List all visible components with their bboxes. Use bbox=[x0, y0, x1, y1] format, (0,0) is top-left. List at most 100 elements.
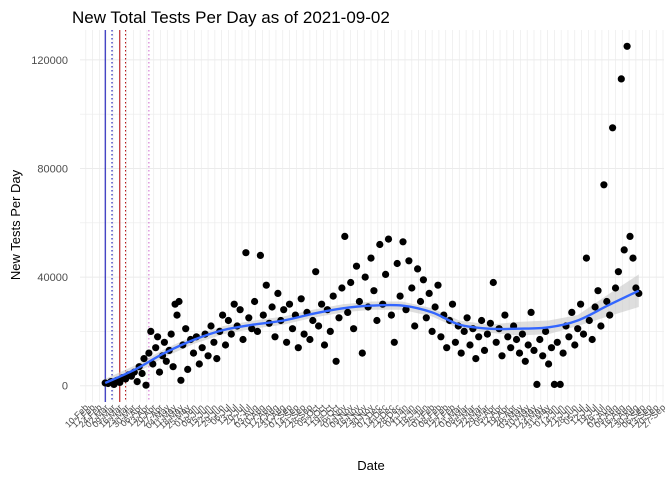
data-point bbox=[533, 380, 541, 388]
data-point bbox=[352, 262, 361, 270]
data-point bbox=[210, 338, 218, 346]
data-point bbox=[492, 338, 500, 346]
data-point bbox=[245, 314, 253, 322]
data-point bbox=[373, 316, 381, 325]
data-point bbox=[335, 314, 343, 322]
data-point bbox=[207, 322, 215, 330]
data-point bbox=[574, 325, 582, 333]
data-point bbox=[283, 338, 291, 346]
reference-lines bbox=[104, 30, 150, 402]
data-point bbox=[262, 281, 270, 289]
y-tick-label: 120000 bbox=[31, 55, 68, 67]
data-point bbox=[236, 306, 244, 314]
data-point bbox=[591, 303, 599, 311]
data-point bbox=[198, 344, 206, 352]
data-point bbox=[609, 124, 617, 132]
data-point bbox=[559, 349, 567, 357]
data-point bbox=[629, 254, 637, 262]
chart-title: New Total Tests Per Day as of 2021-09-02 bbox=[72, 8, 390, 27]
data-point bbox=[271, 333, 279, 341]
data-point bbox=[521, 357, 529, 365]
data-point bbox=[253, 327, 262, 335]
data-point bbox=[402, 306, 410, 314]
data-point bbox=[512, 335, 521, 344]
data-point bbox=[414, 265, 422, 273]
data-point bbox=[611, 284, 620, 292]
data-point bbox=[370, 287, 378, 295]
y-tick-label: 80000 bbox=[37, 164, 68, 176]
data-point bbox=[285, 300, 294, 308]
data-point bbox=[160, 338, 168, 346]
data-point bbox=[288, 325, 297, 333]
data-point bbox=[384, 235, 393, 243]
data-point bbox=[606, 311, 614, 319]
data-point bbox=[588, 335, 596, 344]
data-point bbox=[486, 319, 494, 327]
data-point bbox=[350, 325, 358, 333]
data-point bbox=[393, 259, 401, 268]
data-point bbox=[147, 327, 155, 335]
data-point bbox=[571, 341, 579, 349]
smooth-trend-line bbox=[104, 289, 640, 385]
data-point bbox=[579, 330, 588, 338]
data-point bbox=[175, 297, 183, 306]
data-point bbox=[177, 376, 185, 384]
data-point bbox=[524, 341, 532, 349]
data-point bbox=[457, 349, 465, 357]
data-point bbox=[568, 308, 576, 316]
data-point bbox=[475, 333, 483, 341]
data-point bbox=[169, 363, 177, 371]
data-point bbox=[422, 314, 430, 322]
data-point bbox=[527, 308, 535, 316]
data-point bbox=[501, 311, 509, 319]
data-point bbox=[594, 287, 602, 295]
data-point bbox=[355, 297, 363, 306]
data-point bbox=[204, 352, 212, 360]
data-point bbox=[542, 327, 550, 335]
data-point bbox=[396, 292, 404, 300]
confidence-band-area bbox=[105, 274, 639, 388]
data-point bbox=[387, 311, 395, 319]
data-point bbox=[460, 327, 468, 335]
data-point bbox=[632, 284, 640, 292]
data-point bbox=[382, 270, 390, 278]
data-point bbox=[280, 306, 288, 314]
data-point bbox=[221, 341, 230, 349]
y-tick-label: 0 bbox=[62, 381, 68, 393]
data-point bbox=[315, 322, 323, 330]
data-point bbox=[614, 268, 623, 276]
data-point bbox=[585, 316, 593, 325]
data-point bbox=[239, 335, 247, 344]
data-point bbox=[390, 338, 398, 346]
data-point bbox=[416, 297, 425, 306]
data-point bbox=[344, 308, 352, 316]
confidence-band bbox=[105, 274, 639, 388]
data-point bbox=[358, 349, 366, 357]
data-point bbox=[142, 381, 150, 389]
data-points bbox=[101, 42, 643, 389]
data-point bbox=[341, 232, 349, 240]
data-point bbox=[483, 330, 491, 338]
data-point bbox=[603, 297, 611, 306]
data-point bbox=[504, 333, 512, 341]
data-point bbox=[472, 355, 480, 363]
data-point bbox=[376, 240, 384, 249]
data-point bbox=[565, 333, 573, 341]
data-point bbox=[312, 268, 320, 276]
data-point bbox=[597, 322, 605, 330]
data-point bbox=[173, 311, 181, 319]
x-axis-title: Date bbox=[357, 458, 384, 473]
data-point bbox=[152, 344, 160, 352]
data-point bbox=[224, 316, 232, 325]
data-point bbox=[545, 360, 553, 368]
data-point bbox=[547, 344, 556, 352]
data-point bbox=[294, 344, 302, 352]
data-point bbox=[600, 181, 608, 189]
data-point bbox=[149, 360, 157, 368]
data-point bbox=[448, 300, 457, 308]
data-point bbox=[338, 284, 346, 292]
data-point bbox=[182, 325, 190, 333]
data-point bbox=[326, 327, 334, 335]
data-point bbox=[478, 316, 486, 325]
